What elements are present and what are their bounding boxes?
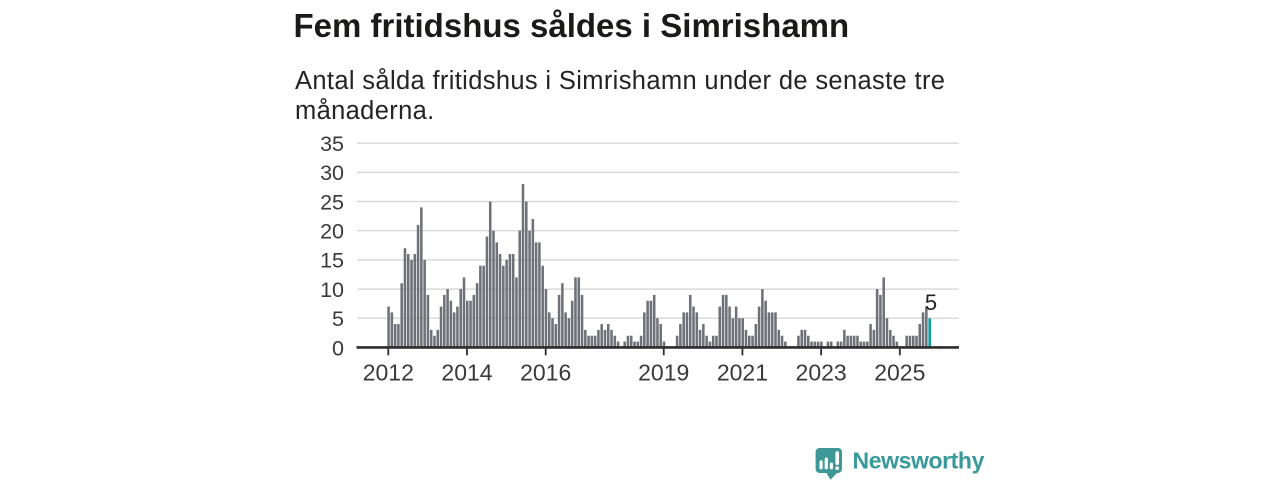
svg-text:2014: 2014 — [441, 360, 492, 386]
svg-text:Antal sålda fritidshus i Simri: Antal sålda fritidshus i Simrishamn unde… — [295, 67, 945, 95]
svg-text:5: 5 — [925, 290, 937, 315]
svg-text:2025: 2025 — [874, 360, 925, 386]
svg-text:25: 25 — [320, 190, 344, 214]
svg-text:20: 20 — [320, 220, 344, 244]
svg-text:Fem fritidshus såldes i Simris: Fem fritidshus såldes i Simrishamn — [294, 7, 850, 44]
svg-text:2012: 2012 — [363, 360, 414, 386]
svg-text:2019: 2019 — [638, 360, 689, 386]
svg-text:10: 10 — [320, 278, 344, 302]
svg-text:Newsworthy: Newsworthy — [853, 448, 985, 474]
svg-text:15: 15 — [320, 249, 344, 273]
svg-text:2023: 2023 — [796, 360, 847, 386]
svg-text:0: 0 — [332, 336, 344, 360]
svg-text:månaderna.: månaderna. — [295, 97, 435, 125]
svg-text:30: 30 — [320, 161, 344, 185]
svg-text:2021: 2021 — [717, 360, 768, 386]
svg-text:2016: 2016 — [520, 360, 571, 386]
svg-text:35: 35 — [320, 132, 344, 156]
svg-text:5: 5 — [332, 307, 344, 331]
